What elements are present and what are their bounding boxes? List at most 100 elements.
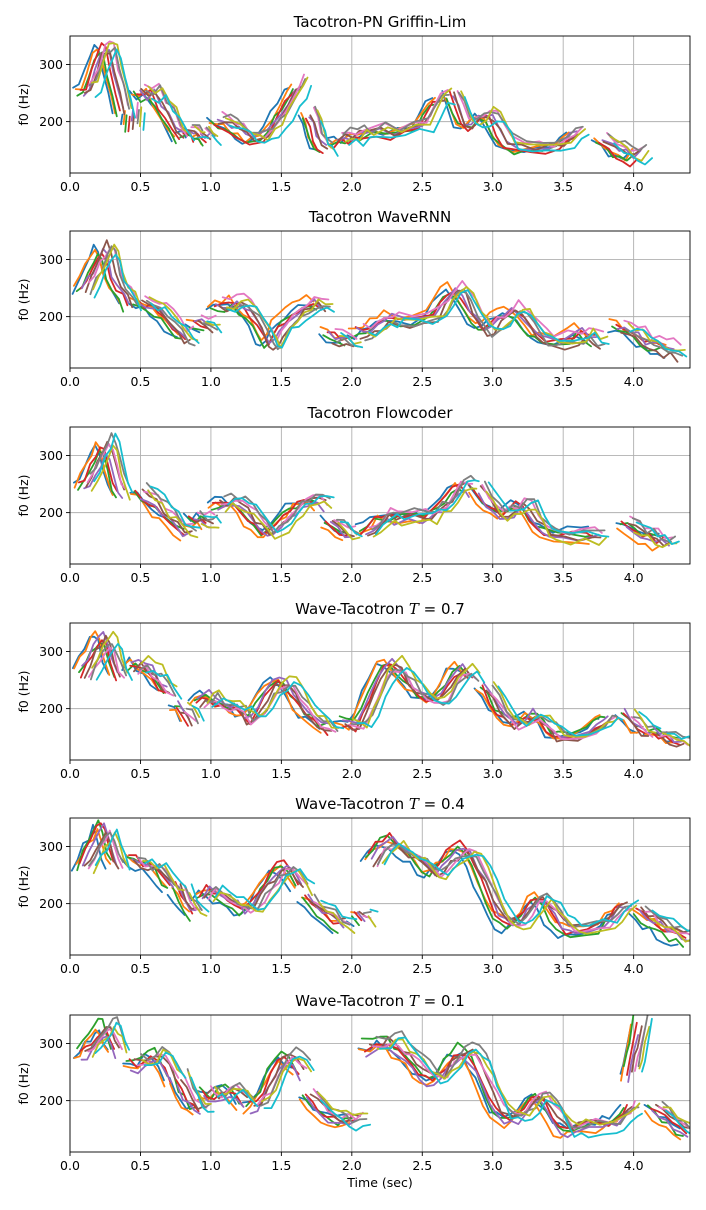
y-tick-label: 200: [39, 1093, 63, 1108]
series-group: [71, 239, 688, 363]
plot-frame: [69, 35, 691, 174]
series-line: [94, 48, 653, 166]
y-tick-label: 300: [39, 1036, 63, 1051]
panel-5: Wave-Tacotron T = 0.4 0.0 0.5 1.0 1.5 2.0 2.5 3…: [16, 795, 691, 976]
title-suffix: = 0.7: [419, 600, 465, 618]
x-tick-label: 3.5: [553, 766, 573, 781]
panel-4: Wave-Tacotron T = 0.7 0.0 0.5 1.0 1.5 2.0 2.5 3…: [16, 600, 691, 781]
y-axis-label: f0 (Hz): [16, 670, 31, 712]
x-tick-label: 4.0: [624, 570, 644, 585]
x-tick-label: 2.5: [412, 374, 432, 389]
series-group: [72, 40, 653, 168]
panel-title: Wave-Tacotron T = 0.4: [295, 795, 465, 813]
series-line: [84, 239, 679, 363]
series-line: [90, 1015, 690, 1130]
x-tick-label: 1.5: [271, 961, 291, 976]
x-tick-label: 1.0: [201, 179, 221, 194]
x-tick-label: 1.5: [271, 179, 291, 194]
series-line: [79, 1021, 688, 1135]
x-tick-label: 0.5: [131, 766, 151, 781]
title-suffix: = 0.1: [419, 992, 465, 1010]
x-tick-label: 0.5: [131, 1158, 151, 1173]
x-tick-label: 1.0: [201, 570, 221, 585]
x-tick-label: 1.0: [201, 1158, 221, 1173]
series-group: [73, 432, 680, 552]
y-axis-label: f0 (Hz): [16, 278, 31, 320]
panel-3: Tacotron Flowcoder 0.0 0.5 1.0 1.5 2.0 2.5 3.0 3…: [16, 404, 691, 585]
title-variable: T: [409, 795, 420, 813]
panel-2: Tacotron WaveRNN 0.0 0.5 1.0 1.5 2.0 2.5 3.0 3.5…: [16, 208, 691, 389]
x-tick-label: 4.0: [624, 766, 644, 781]
series-line: [94, 1017, 690, 1139]
x-tick-label: 4.0: [624, 179, 644, 194]
x-tick-label: 4.0: [624, 374, 644, 389]
series-line: [84, 1025, 690, 1132]
y-axis-label: f0 (Hz): [16, 1062, 31, 1104]
y-tick-label: 200: [39, 896, 63, 911]
panel-title: Tacotron WaveRNN: [308, 208, 452, 226]
x-tick-label: 0.0: [60, 570, 80, 585]
x-tick-label: 3.5: [553, 1158, 573, 1173]
y-tick-label: 200: [39, 114, 63, 129]
x-tick-label: 2.5: [412, 766, 432, 781]
plot-frame: [69, 1014, 691, 1153]
x-axis-label: Time (sec): [346, 1175, 412, 1190]
panel-title: Wave-Tacotron T = 0.7: [295, 600, 465, 618]
x-tick-label: 0.5: [131, 374, 151, 389]
y-tick-label: 300: [39, 252, 63, 267]
y-tick-label: 200: [39, 309, 63, 324]
x-tick-label: 3.5: [553, 570, 573, 585]
panel-6: Wave-Tacotron T = 0.1 0.0 0.5 1.0 1.5 2.0 2.5 3…: [16, 992, 691, 1190]
y-axis-label: f0 (Hz): [16, 83, 31, 125]
x-tick-label: 3.0: [483, 961, 503, 976]
x-tick-label: 2.0: [342, 570, 362, 585]
title-main: Wave-Tacotron: [295, 992, 409, 1010]
x-tick-label: 1.0: [201, 961, 221, 976]
y-tick-label: 200: [39, 701, 63, 716]
x-tick-label: 0.0: [60, 961, 80, 976]
panel-title: Tacotron-PN Griffin-Lim: [293, 13, 467, 31]
series-group: [72, 630, 690, 748]
panel-title: Tacotron Flowcoder: [306, 404, 453, 422]
x-tick-label: 3.0: [483, 766, 503, 781]
x-tick-label: 3.0: [483, 570, 503, 585]
x-tick-label: 0.5: [131, 570, 151, 585]
x-tick-label: 2.5: [412, 961, 432, 976]
x-tick-label: 2.5: [412, 570, 432, 585]
x-tick-label: 2.0: [342, 1158, 362, 1173]
panel-title: Wave-Tacotron T = 0.1: [295, 992, 465, 1010]
x-tick-label: 1.5: [271, 570, 291, 585]
y-axis-label: f0 (Hz): [16, 474, 31, 516]
series-line: [95, 643, 690, 740]
x-tick-label: 2.5: [412, 1158, 432, 1173]
y-tick-label: 300: [39, 839, 63, 854]
series-line: [90, 444, 678, 549]
series-line: [94, 828, 690, 932]
x-tick-label: 0.0: [60, 374, 80, 389]
series-line: [89, 245, 684, 357]
x-tick-label: 1.5: [271, 1158, 291, 1173]
y-tick-label: 300: [39, 57, 63, 72]
plot-frame: [69, 230, 691, 369]
panel-1: Tacotron-PN Griffin-Lim 0.0 0.5 1.0 1.5 2.0 2.…: [16, 13, 691, 194]
x-tick-label: 0.0: [60, 1158, 80, 1173]
x-tick-label: 1.5: [271, 766, 291, 781]
plot-frame: [69, 426, 691, 565]
x-tick-label: 1.0: [201, 766, 221, 781]
y-axis-label: f0 (Hz): [16, 865, 31, 907]
x-tick-label: 1.0: [201, 374, 221, 389]
series-group: [72, 1015, 690, 1141]
y-tick-label: 300: [39, 448, 63, 463]
x-tick-label: 1.5: [271, 374, 291, 389]
title-suffix: = 0.4: [419, 795, 465, 813]
x-tick-label: 3.5: [553, 179, 573, 194]
x-tick-label: 0.0: [60, 179, 80, 194]
x-tick-label: 4.0: [624, 1158, 644, 1173]
plot-frame: [69, 817, 691, 956]
title-variable: T: [409, 992, 420, 1010]
x-tick-label: 0.5: [131, 961, 151, 976]
y-tick-label: 300: [39, 644, 63, 659]
series-line: [90, 643, 690, 739]
x-tick-label: 2.0: [342, 374, 362, 389]
x-tick-label: 0.0: [60, 766, 80, 781]
